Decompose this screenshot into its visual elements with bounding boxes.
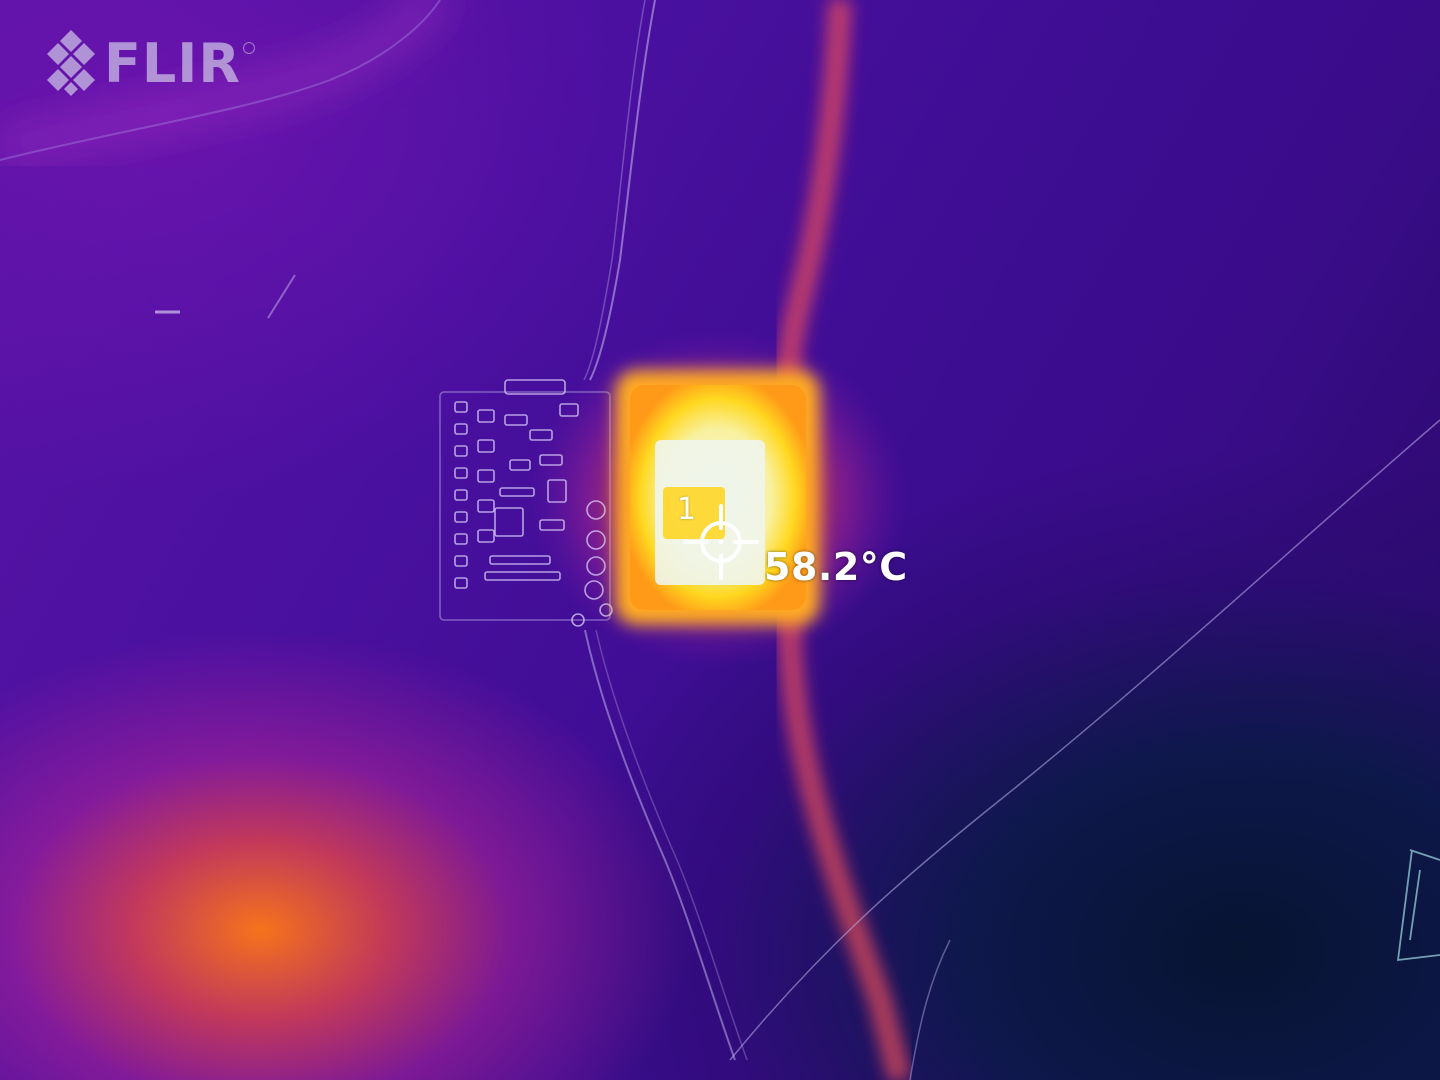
- diagonal-edge: [729, 419, 1440, 1061]
- case-edge-bottom: [584, 629, 736, 1061]
- equipment-outline: [1396, 849, 1440, 962]
- circuit-board: [439, 379, 613, 627]
- arc-glow: [0, 0, 457, 170]
- case-edge-left-inner: [583, 0, 646, 381]
- logo-text: FLIR: [104, 31, 241, 95]
- lower-right-edge: [909, 939, 951, 1080]
- diamond-grid-icon: [47, 30, 95, 96]
- small-artifact: [267, 274, 296, 319]
- crosshair-icon[interactable]: [683, 504, 759, 580]
- case-edge-bottom-inner: [595, 629, 748, 1061]
- flir-logo: FLIR: [46, 30, 255, 96]
- temperature-readout: 58.2°C: [764, 545, 908, 589]
- registered-mark: [242, 41, 255, 54]
- spot-number-label: 1: [677, 492, 697, 527]
- case-edge-left: [589, 0, 656, 381]
